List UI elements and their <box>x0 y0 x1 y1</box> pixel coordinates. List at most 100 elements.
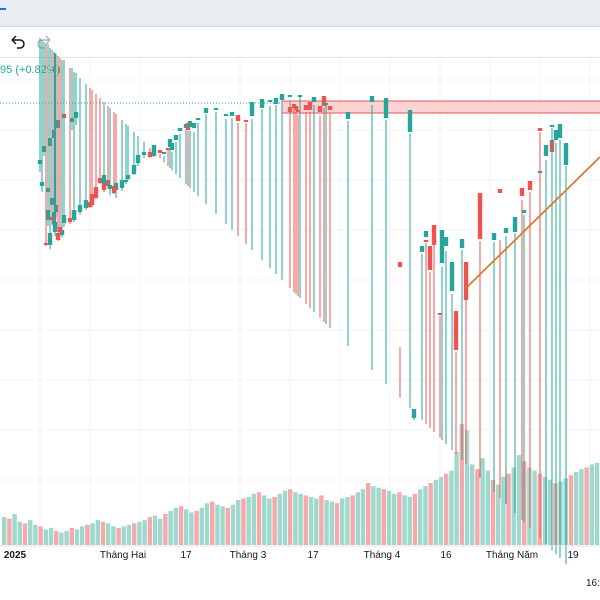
volume-bar <box>38 526 43 545</box>
candle-body <box>73 112 79 118</box>
volume-bar <box>444 473 449 545</box>
volume-bar <box>574 472 579 545</box>
candle-body <box>195 118 201 120</box>
volume-bar <box>215 504 220 545</box>
candle-body <box>101 184 107 190</box>
candle-body <box>279 94 285 100</box>
volume-bar <box>366 483 371 545</box>
price-change-text: 95 (+0.82%) <box>0 64 61 76</box>
volume-bar <box>428 483 433 545</box>
volume-bar <box>475 469 480 545</box>
candle-body <box>549 125 555 127</box>
volume-bar <box>501 476 506 545</box>
candle-body <box>151 145 157 156</box>
volume-bar <box>392 493 397 545</box>
volume-bar <box>173 507 178 545</box>
time-axis-label: 17 <box>307 550 319 561</box>
candle-body <box>119 180 125 188</box>
volume-bar <box>111 526 116 545</box>
candle-body <box>291 104 297 108</box>
volume-bar <box>329 501 334 545</box>
volume-bar <box>288 489 293 545</box>
volume-bar <box>589 464 594 545</box>
candle-body <box>71 210 77 220</box>
volume-bar <box>2 517 7 545</box>
candle-body <box>557 124 563 138</box>
candle-body <box>203 108 209 113</box>
candle-body <box>397 262 403 267</box>
candle-body <box>165 148 171 150</box>
candle-body <box>563 143 569 165</box>
volume-bar <box>381 489 386 545</box>
title-accent <box>0 8 6 10</box>
volume-bar <box>74 529 80 545</box>
candle-body <box>431 225 437 245</box>
volume-bar <box>199 507 204 545</box>
volume-bar <box>126 524 132 545</box>
time-axis-label: 17 <box>180 550 192 561</box>
candle-body <box>107 185 113 187</box>
candle-body <box>411 409 417 418</box>
volume-bar <box>272 496 277 545</box>
volume-bar <box>293 492 298 545</box>
candle-body <box>345 112 351 119</box>
candle-body <box>37 160 43 164</box>
volume-bar <box>371 486 376 545</box>
volume-bar <box>106 523 111 545</box>
volume-bar <box>594 462 600 545</box>
candle-body <box>45 210 51 220</box>
candle-body <box>287 95 293 97</box>
undo-button[interactable] <box>6 32 28 52</box>
time-axis-corner-label: 16: <box>586 578 600 589</box>
candle-body <box>41 146 47 152</box>
volume-bar <box>22 523 28 545</box>
volume-bar <box>100 521 106 545</box>
volume-bar <box>163 514 168 545</box>
candle-body <box>459 239 465 248</box>
candle-body <box>191 123 197 128</box>
volume-bar <box>121 526 126 545</box>
volume-bar <box>314 498 319 545</box>
volume-bar <box>542 476 548 545</box>
volume-bar <box>584 467 589 545</box>
volume-bar <box>69 527 74 545</box>
volume-bar <box>511 467 516 545</box>
time-axis-label: Tháng 4 <box>364 550 401 561</box>
candle-body <box>267 100 273 102</box>
volume-bar <box>282 490 288 545</box>
candle-body <box>43 243 49 245</box>
volume-bar <box>308 496 314 545</box>
volume-bar <box>189 512 194 545</box>
volume-bar <box>267 498 272 545</box>
volume-bar <box>480 458 485 545</box>
candle-body <box>297 95 303 97</box>
time-axis-label: 19 <box>567 550 579 561</box>
volume-bar <box>137 521 142 545</box>
candle-body <box>369 96 375 102</box>
candle-body <box>543 145 549 156</box>
volume-bar <box>158 518 163 545</box>
candle-body <box>463 262 469 300</box>
candle-body <box>323 103 329 105</box>
volume-bar <box>168 510 173 545</box>
trendline[interactable] <box>464 156 600 290</box>
candle-body <box>327 106 333 110</box>
volume-bar <box>90 523 95 545</box>
volume-bar <box>64 531 69 545</box>
candle-body <box>167 139 173 147</box>
undo-icon <box>11 35 25 49</box>
volume-bar <box>116 527 121 545</box>
volume-bar <box>470 464 475 545</box>
volume-bar <box>80 526 85 545</box>
volume-bar <box>496 484 501 545</box>
candle-body <box>419 246 425 252</box>
volume-bar <box>350 495 355 545</box>
volume-bar <box>184 509 189 545</box>
volume-bar <box>412 493 418 545</box>
volume-bar <box>345 496 350 545</box>
candle-body <box>173 135 179 140</box>
volume-bar <box>54 531 59 545</box>
candle-body <box>55 233 61 240</box>
chart-toolbar <box>0 27 600 58</box>
